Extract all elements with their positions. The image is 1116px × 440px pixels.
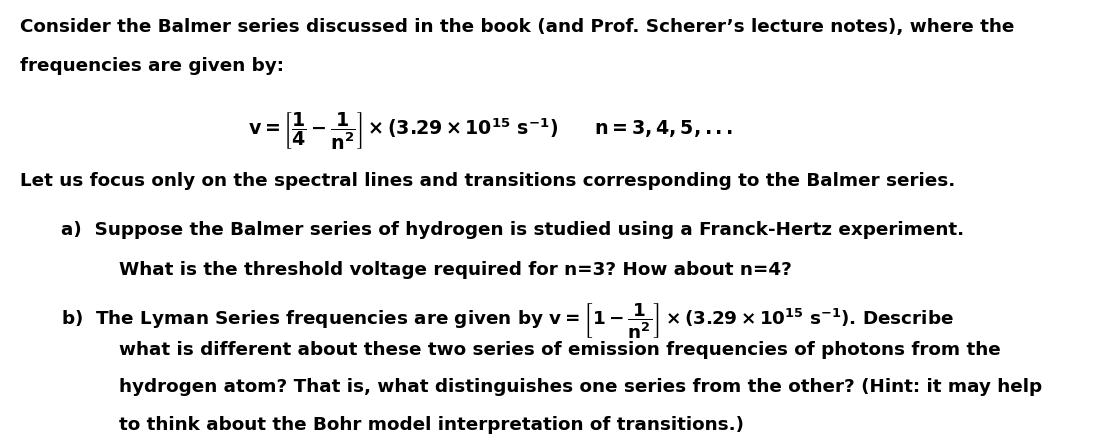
- Text: What is the threshold voltage required for n=3? How about n=4?: What is the threshold voltage required f…: [119, 261, 792, 279]
- Text: Consider the Balmer series discussed in the book (and Prof. Scherer’s lecture no: Consider the Balmer series discussed in …: [20, 18, 1014, 36]
- Text: $\mathbf{v = \left[\dfrac{1}{4} - \dfrac{1}{n^2}\right] \times (3.29 \times 10^{: $\mathbf{v = \left[\dfrac{1}{4} - \dfrac…: [249, 111, 733, 152]
- Text: frequencies are given by:: frequencies are given by:: [20, 57, 285, 75]
- Text: b)  The Lyman Series frequencies are given by $\mathbf{v = \left[1 - \dfrac{1}{n: b) The Lyman Series frequencies are give…: [61, 301, 954, 341]
- Text: to think about the Bohr model interpretation of transitions.): to think about the Bohr model interpreta…: [119, 416, 744, 434]
- Text: a)  Suppose the Balmer series of hydrogen is studied using a Franck-Hertz experi: a) Suppose the Balmer series of hydrogen…: [61, 221, 964, 239]
- Text: Let us focus only on the spectral lines and transitions corresponding to the Bal: Let us focus only on the spectral lines …: [20, 172, 955, 190]
- Text: what is different about these two series of emission frequencies of photons from: what is different about these two series…: [119, 341, 1001, 359]
- Text: hydrogen atom? That is, what distinguishes one series from the other? (Hint: it : hydrogen atom? That is, what distinguish…: [119, 378, 1042, 396]
